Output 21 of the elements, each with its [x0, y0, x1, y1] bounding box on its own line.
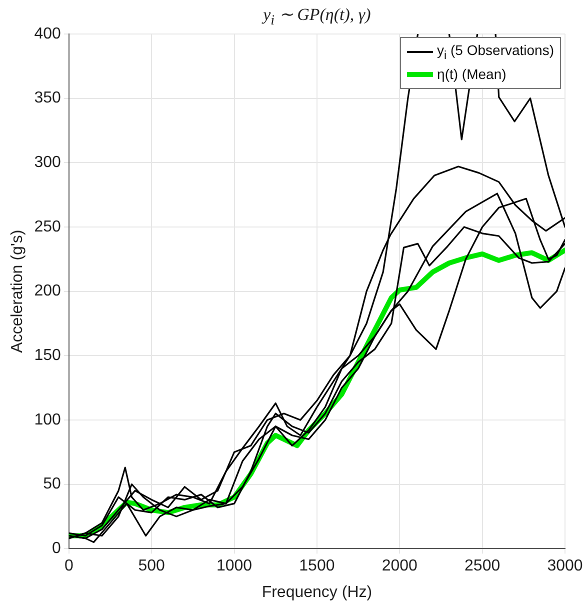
x-tick-label: 2500: [464, 558, 500, 575]
x-tick-label: 3000: [547, 558, 583, 575]
y-tick-label: 250: [34, 218, 61, 236]
y-tick-label: 150: [34, 347, 61, 364]
x-tick-label: 1500: [299, 558, 335, 575]
legend-label: η(t) (Mean): [437, 66, 506, 82]
x-tick-label: 2000: [382, 558, 418, 575]
y-tick-label: 100: [34, 411, 61, 428]
x-tick-label: 500: [138, 558, 166, 575]
y-axis-title: Acceleration (g's): [9, 230, 26, 353]
chart-title: y$_{i}$ ∼ GP(η(t), γ): [260, 4, 372, 30]
y-tick-label: 300: [34, 154, 61, 172]
x-tick-label: 1000: [216, 558, 252, 575]
x-axis-title: Frequency (Hz): [262, 584, 372, 601]
y-tick-label: 350: [34, 90, 61, 107]
y-tick-label: 50: [43, 476, 61, 493]
x-tick-label: 0: [64, 558, 74, 575]
y-tick-label: 200: [34, 282, 61, 300]
y-tick-label: 0: [52, 540, 61, 558]
legend-label: y$_{i}$ (5 Observations): [437, 42, 554, 62]
y-tick-label: 400: [34, 25, 61, 42]
